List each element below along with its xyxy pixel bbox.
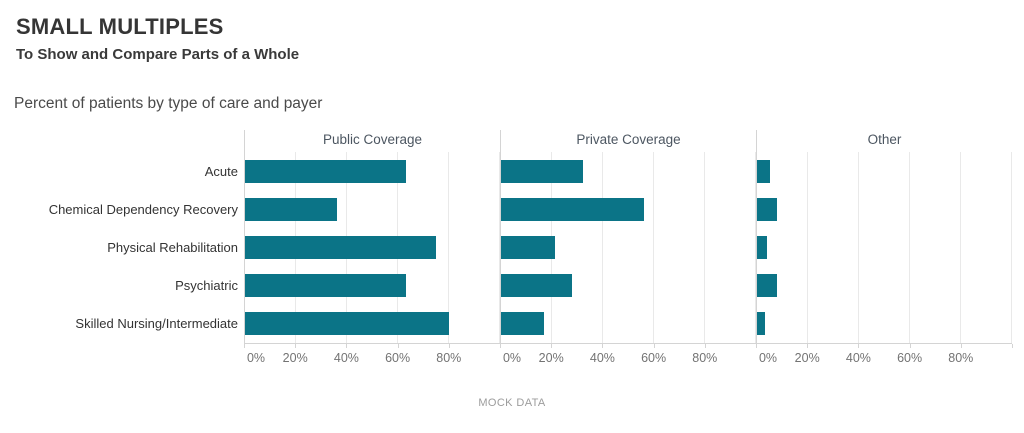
data-source-caption: MOCK DATA: [478, 397, 546, 409]
x-tick-mark: [500, 344, 501, 348]
bar-row: [501, 267, 756, 305]
category-label-psychiatric: Psychiatric: [175, 278, 238, 294]
bar-row: [501, 190, 756, 228]
bar-other-skilled-nursing-intermediate[interactable]: [757, 312, 765, 336]
x-tick-mark: [397, 344, 399, 348]
x-tick-label: 40%: [589, 351, 615, 365]
bar-public-coverage-acute[interactable]: [245, 159, 406, 183]
panel-plot-area: Private Coverage: [500, 130, 756, 344]
panel-header-private-coverage: Private Coverage: [576, 132, 681, 147]
bar-row: [245, 267, 500, 305]
plot-other: [757, 152, 1012, 344]
plot-public-coverage: [245, 152, 500, 344]
x-tick-mark: [295, 344, 297, 348]
bar-private-coverage-skilled-nursing-intermediate[interactable]: [501, 312, 545, 336]
x-tick-label: 20%: [282, 351, 308, 365]
bar-row: [757, 305, 1012, 343]
bar-public-coverage-chemical-dependency-recovery[interactable]: [245, 197, 337, 221]
x-axis-private-coverage: 0% 20% 40% 60% 80%: [500, 344, 757, 372]
x-axis-other: 0% 20% 40% 60% 80%: [756, 344, 1013, 372]
category-label-skilled-nursing-intermediate: Skilled Nursing/Intermediate: [75, 316, 238, 332]
bar-private-coverage-chemical-dependency-recovery[interactable]: [501, 197, 644, 221]
panel-header-other: Other: [867, 132, 902, 147]
bar-row: [757, 152, 1012, 190]
bar-row: [757, 228, 1012, 266]
x-tick-mark: [448, 344, 450, 348]
x-tick-mark: [244, 344, 245, 348]
x-tick-label: 0%: [246, 351, 266, 365]
page-subtitle: To Show and Compare Parts of a Whole: [16, 46, 300, 63]
small-multiples-dashboard: SMALL MULTIPLES To Show and Compare Part…: [0, 14, 1024, 433]
x-tick-label: 60%: [385, 351, 411, 365]
x-tick-mark: [756, 344, 757, 348]
bar-row: [501, 228, 756, 266]
bar-row: [501, 305, 756, 343]
panel-other: Other 0% 20% 40% 60% 80%: [756, 130, 1013, 372]
category-label-acute: Acute: [204, 163, 238, 179]
x-tick-label: 80%: [692, 351, 718, 365]
bar-public-coverage-psychiatric[interactable]: [245, 274, 406, 298]
x-axis-public-coverage: 0% 20% 40% 60% 80%: [244, 344, 501, 372]
category-label-chemical-dependency-recovery: Chemical Dependency Recovery: [48, 201, 238, 217]
panel-public-coverage: Public Coverage 0% 20% 40% 60% 80%: [244, 130, 501, 372]
bar-row: [757, 190, 1012, 228]
bar-other-chemical-dependency-recovery[interactable]: [757, 197, 778, 221]
bar-public-coverage-physical-rehabilitation[interactable]: [245, 235, 437, 259]
x-tick-mark: [602, 344, 604, 348]
bar-private-coverage-psychiatric[interactable]: [501, 274, 573, 298]
x-tick-label: 60%: [641, 351, 667, 365]
plot-private-coverage: [501, 152, 756, 344]
category-label-physical-rehabilitation: Physical Rehabilitation: [107, 239, 238, 255]
x-tick-label: 80%: [436, 351, 462, 365]
x-tick-mark: [704, 344, 706, 348]
x-tick-mark: [551, 344, 553, 348]
panel-private-coverage: Private Coverage 0% 20% 40% 60% 80%: [500, 130, 757, 372]
chart-title: Percent of patients by type of care and …: [14, 95, 323, 112]
x-tick-label: 80%: [948, 351, 974, 365]
x-tick-label: 40%: [333, 351, 359, 365]
panel-plot-area: Other: [756, 130, 1012, 344]
bar-row: [757, 267, 1012, 305]
small-multiples-chart: Acute Chemical Dependency Recovery Physica…: [0, 130, 1024, 372]
x-tick-label: 40%: [845, 351, 871, 365]
bar-private-coverage-acute[interactable]: [501, 159, 583, 183]
x-tick-mark: [807, 344, 809, 348]
bar-row: [245, 228, 500, 266]
x-tick-mark: [653, 344, 655, 348]
category-label-column: Acute Chemical Dependency Recovery Physica…: [0, 130, 244, 343]
x-tick-label: 0%: [758, 351, 778, 365]
bar-other-psychiatric[interactable]: [757, 274, 778, 298]
panel-plot-area: Public Coverage: [244, 130, 500, 344]
bar-public-coverage-skilled-nursing-intermediate[interactable]: [245, 312, 449, 336]
panel-header-public-coverage: Public Coverage: [322, 132, 423, 147]
bar-row: [245, 305, 500, 343]
x-tick-mark: [960, 344, 962, 348]
bar-row: [501, 152, 756, 190]
bar-other-physical-rehabilitation[interactable]: [757, 235, 768, 259]
bar-row: [245, 190, 500, 228]
x-tick-mark: [346, 344, 348, 348]
x-tick-label: 20%: [538, 351, 564, 365]
chart-panels: Public Coverage 0% 20% 40% 60% 80% Private Cov…: [244, 130, 1013, 372]
x-tick-label: 0%: [502, 351, 522, 365]
x-tick-label: 60%: [897, 351, 923, 365]
x-tick-mark: [858, 344, 860, 348]
x-tick-mark: [909, 344, 911, 348]
x-tick-mark: [1012, 344, 1013, 348]
x-tick-label: 20%: [794, 351, 820, 365]
bar-private-coverage-physical-rehabilitation[interactable]: [501, 235, 555, 259]
bar-other-acute[interactable]: [757, 159, 770, 183]
bar-row: [245, 152, 500, 190]
page-title: SMALL MULTIPLES: [16, 14, 224, 39]
